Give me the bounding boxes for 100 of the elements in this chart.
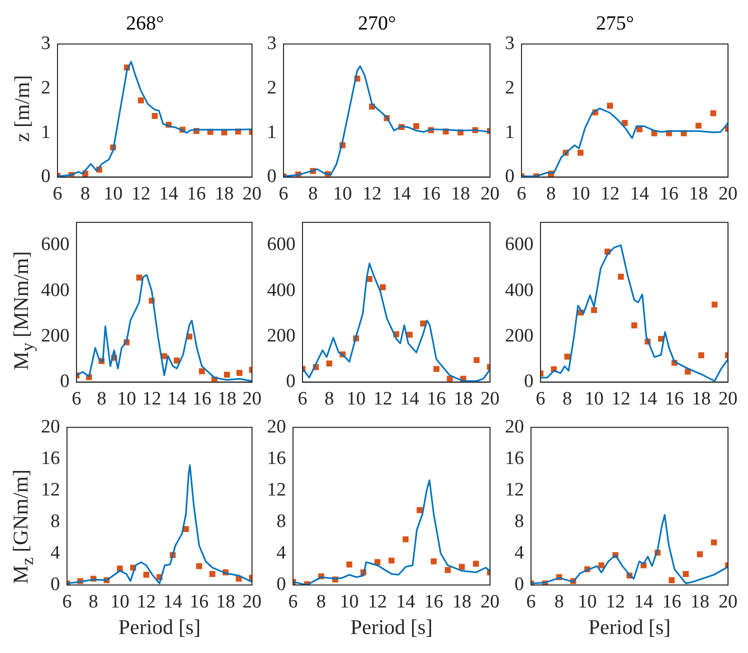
x-tick-label: 20 [718,184,738,205]
y-tick-label: 12 [505,479,524,500]
x-axis-title: Period [s] [350,614,433,639]
x-tick-label: 16 [660,184,678,205]
x-tick-label: 10 [346,388,366,410]
x-tick-label: 18 [451,184,470,205]
x-tick-label: 18 [689,184,708,205]
x-axis-title: Period [s] [588,614,671,639]
y-tick-label: 0 [514,574,524,595]
x-tick-label: 14 [163,591,183,612]
x-tick-label: 6 [62,591,72,612]
x-tick-label: 20 [718,388,738,410]
y-tick-label: 3 [41,32,50,54]
y-tick-label: 4 [514,542,524,564]
y-tick-label: 20 [41,416,60,438]
y-tick-label: 4 [276,542,286,564]
chart-title: 268° [126,12,164,34]
x-tick-label: 8 [96,388,106,410]
x-tick-label: 8 [562,388,572,410]
y-tick-label: 1 [41,122,50,143]
y-tick-label: 600 [41,234,70,256]
x-tick-label: 12 [131,184,150,205]
x-tick-label: 16 [424,591,444,612]
x-tick-label: 8 [316,591,326,612]
x-tick-label: 6 [288,591,298,612]
x-tick-label: 16 [192,388,212,410]
x-tick-label: 20 [718,591,738,612]
x-tick-label: 14 [630,184,650,205]
x-tick-label: 14 [396,591,416,612]
x-tick-label: 16 [190,591,209,612]
y-tick-label: 16 [505,448,524,469]
x-tick-label: 20 [242,591,262,612]
y-tick-label: 0 [50,574,60,595]
x-tick-label: 10 [110,591,130,612]
x-tick-label: 12 [606,591,625,612]
x-tick-label: 6 [536,388,546,410]
x-tick-label: 10 [584,388,604,410]
y-tick-label: 3 [267,32,276,54]
x-tick-label: 14 [400,388,420,410]
y-tick-label: 20 [267,416,286,438]
x-tick-label: 12 [600,184,620,205]
y-tick-label: 200 [267,326,296,347]
y-tick-label: 0 [524,371,534,392]
y-tick-label: 0 [505,166,514,188]
x-tick-label: 18 [216,591,236,612]
y-tick-label: 200 [505,326,534,347]
x-tick-label: 16 [662,591,682,612]
x-tick-label: 18 [452,591,472,612]
x-tick-label: 14 [634,591,654,612]
x-tick-label: 8 [80,184,90,205]
x-tick-label: 6 [526,591,536,612]
x-tick-label: 10 [333,184,352,205]
x-tick-label: 6 [72,388,82,410]
y-tick-label: 4 [50,542,60,564]
x-tick-label: 6 [278,184,288,205]
x-tick-label: 10 [117,388,136,410]
x-tick-label: 6 [52,184,62,205]
x-tick-label: 10 [104,184,123,205]
x-tick-label: 14 [638,388,658,410]
chart-title: 275° [596,12,634,34]
y-tick-label: 8 [50,510,60,532]
x-tick-label: 12 [362,184,382,205]
y-tick-label: 16 [267,448,286,469]
y-tick-label: 400 [505,280,534,301]
x-tick-label: 18 [690,591,710,612]
x-tick-label: 20 [480,388,500,410]
y-tick-label: 1 [505,122,514,143]
y-tick-label: 0 [276,574,286,595]
y-tick-label: 2 [41,77,50,98]
x-tick-label: 20 [242,184,262,205]
x-tick-label: 18 [692,388,711,410]
x-tick-label: 20 [480,591,500,612]
x-tick-label: 10 [340,591,359,612]
y-tick-label: 0 [41,166,50,188]
x-tick-label: 12 [373,388,392,410]
x-tick-label: 8 [308,184,318,205]
x-tick-label: 20 [480,184,500,205]
y-tick-label: 0 [286,371,296,392]
y-tick-label: 8 [276,510,286,532]
x-tick-label: 16 [664,388,684,410]
x-tick-label: 12 [136,591,156,612]
chart-title: 270° [358,12,396,34]
x-tick-label: 10 [571,184,590,205]
x-tick-label: 18 [454,388,473,410]
x-tick-label: 14 [392,184,412,205]
y-tick-label: 12 [41,479,60,500]
x-tick-label: 16 [426,388,446,410]
x-tick-label: 12 [611,388,630,410]
x-tick-label: 8 [324,388,334,410]
x-tick-label: 8 [88,591,98,612]
x-tick-label: 16 [186,184,206,205]
x-axis-title: Period [s] [118,614,201,639]
y-axis-title: z [m/m] [10,74,36,142]
x-tick-label: 10 [578,591,597,612]
y-tick-label: 12 [267,479,286,500]
x-tick-label: 14 [167,388,187,410]
x-tick-label: 12 [142,388,162,410]
y-tick-label: 600 [267,234,296,256]
x-tick-label: 12 [368,591,387,612]
y-tick-label: 0 [267,166,276,188]
